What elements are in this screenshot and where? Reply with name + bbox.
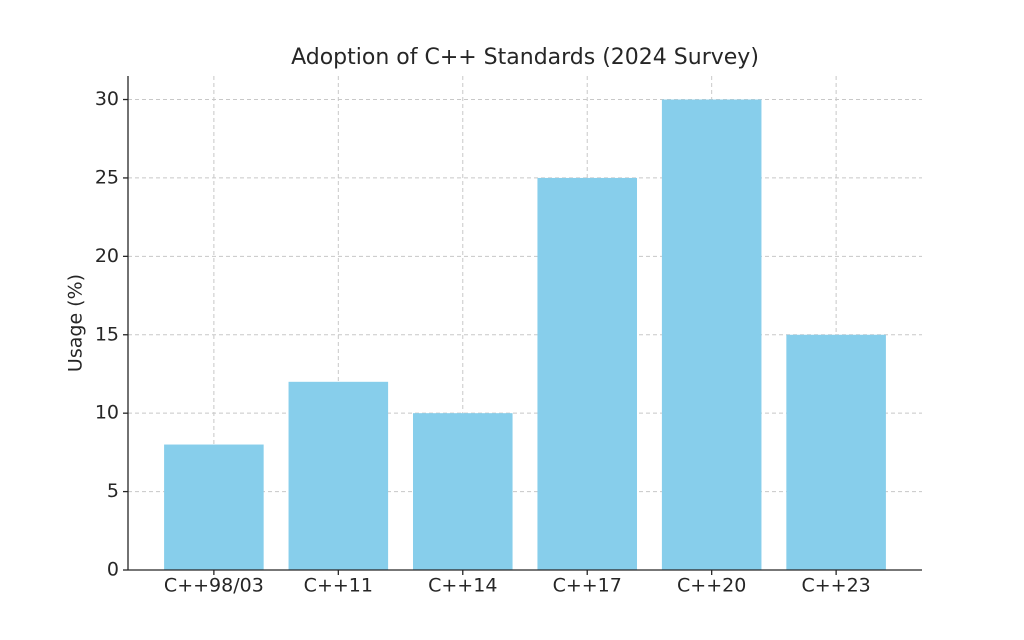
x-tick-label: C++20 bbox=[677, 575, 746, 597]
x-tick-label: C++17 bbox=[553, 575, 622, 597]
x-tick-label: C++23 bbox=[801, 575, 870, 597]
y-tick-label: 10 bbox=[95, 402, 119, 424]
bar bbox=[164, 444, 264, 570]
bar bbox=[288, 381, 389, 570]
y-tick-label: 30 bbox=[95, 88, 119, 110]
bar bbox=[412, 413, 513, 570]
bar bbox=[786, 334, 886, 570]
chart-title: Adoption of C++ Standards (2024 Survey) bbox=[291, 45, 759, 70]
y-tick-label: 25 bbox=[95, 166, 119, 188]
bar bbox=[661, 99, 762, 571]
y-axis-label: Usage (%) bbox=[65, 274, 87, 372]
bar bbox=[537, 177, 638, 570]
x-tick-label: C++98/03 bbox=[164, 575, 264, 597]
x-tick-label: C++11 bbox=[304, 575, 373, 597]
y-tick-label: 20 bbox=[95, 245, 119, 267]
x-tick-label: C++14 bbox=[428, 575, 497, 597]
y-tick-label: 15 bbox=[95, 323, 119, 345]
y-tick-label: 5 bbox=[107, 480, 119, 502]
y-tick-label: 0 bbox=[107, 559, 119, 581]
